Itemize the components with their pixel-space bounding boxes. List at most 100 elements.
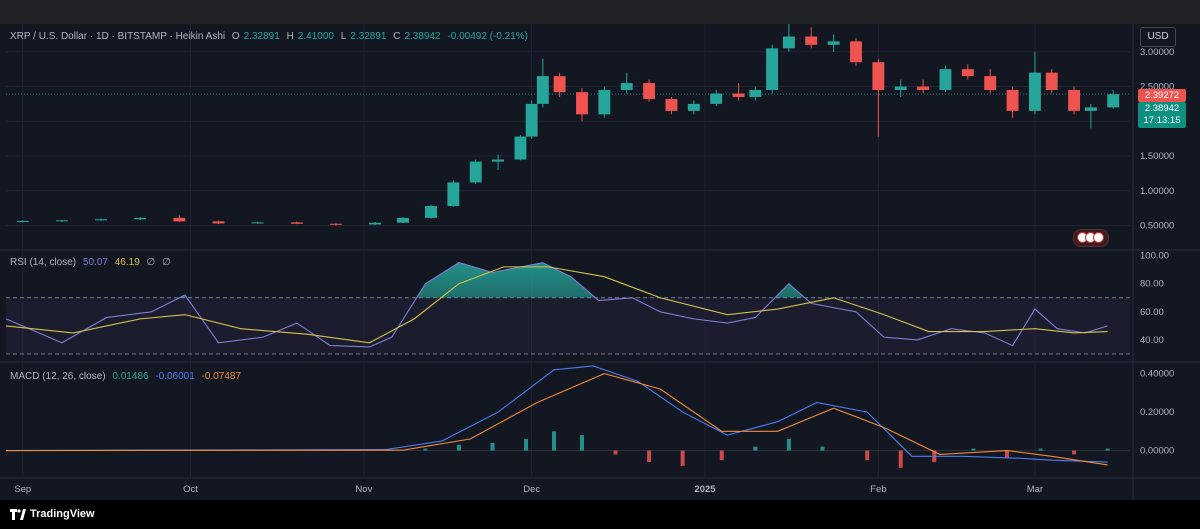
- price-tag-current: 2.38942 17:13:15: [1138, 102, 1186, 128]
- macd-histogram-bar: [1038, 448, 1043, 451]
- rsi-value: 50.07: [82, 257, 108, 268]
- rsi-line: [5, 262, 1108, 348]
- candle-body: [1084, 107, 1097, 111]
- time-axis-label: Oct: [183, 484, 198, 495]
- candle-body: [397, 217, 409, 223]
- macd-histogram-bar: [898, 450, 903, 468]
- time-axis-label: Nov: [355, 484, 372, 495]
- rsi-overbought-fill: [179, 262, 805, 298]
- macd-histogram-bar: [1105, 448, 1110, 451]
- macd-value: -0.06001: [155, 371, 195, 382]
- countdown-value: 17:13:15: [1143, 115, 1181, 126]
- us-flag-events-badge[interactable]: [1073, 229, 1109, 247]
- candle-body: [1028, 72, 1041, 111]
- candle-body: [872, 62, 885, 91]
- candle-body: [425, 206, 437, 218]
- macd-histogram-bar: [719, 450, 724, 461]
- candle-body: [850, 41, 862, 63]
- candle-body: [665, 99, 678, 111]
- macd-histogram-value: 0.01486: [112, 371, 149, 382]
- candle-body: [1068, 90, 1081, 111]
- candle-body: [576, 92, 588, 115]
- top-bar: [0, 0, 1200, 24]
- candle-body: [894, 86, 907, 91]
- candle-body: [95, 219, 108, 221]
- macd-histogram-bar: [647, 450, 652, 463]
- footer: TradingView: [0, 500, 1200, 529]
- macd-legend: MACD (12, 26, close) 0.01486 -0.06001 -0…: [10, 371, 245, 382]
- macd-histogram-bar: [1004, 450, 1009, 459]
- macd-axis-tick-label: 0.40000: [1140, 369, 1174, 380]
- macd-histogram-bar: [490, 442, 495, 451]
- rsi-axis-tick-label: 100.00: [1140, 251, 1169, 262]
- low-value: 2.32891: [350, 31, 387, 42]
- macd-label[interactable]: MACD (12, 26, close): [10, 371, 106, 382]
- candle-body: [251, 222, 264, 224]
- candle-body: [917, 86, 930, 91]
- rsi-empty-set-icon-2: ∅: [162, 257, 171, 268]
- rsi-band-fill: [6, 297, 1130, 354]
- time-axis-label: Feb: [870, 484, 886, 495]
- symbol-title[interactable]: XRP / U.S. Dollar · 1D · BITSTAMP · Heik…: [10, 31, 226, 42]
- rsi-label[interactable]: RSI (14, close): [10, 257, 77, 268]
- macd-histogram-bar: [456, 444, 461, 451]
- candle-body: [1107, 94, 1120, 108]
- candle-body: [536, 76, 549, 104]
- candle-body: [514, 136, 527, 160]
- candle-body: [598, 90, 611, 115]
- candle-body: [1006, 90, 1019, 111]
- macd-histogram-bar: [971, 448, 976, 451]
- price-axis-tick-label: 2.50000: [1140, 82, 1174, 93]
- candle-body: [984, 76, 997, 91]
- candle-body: [55, 220, 68, 222]
- macd-signal-line: [5, 373, 1108, 466]
- candle-body: [687, 103, 700, 111]
- currency-button[interactable]: USD: [1140, 27, 1176, 47]
- price-tag-red: 2.39272: [1138, 89, 1186, 102]
- flag-icon: [1093, 232, 1104, 243]
- candle-body: [290, 222, 303, 224]
- candle-body: [805, 36, 818, 45]
- macd-histogram-bar: [1072, 450, 1077, 455]
- time-axis-label: Mar: [1027, 484, 1043, 495]
- tradingview-logo-icon: [10, 509, 26, 520]
- macd-axis-tick-label: 0.20000: [1140, 407, 1174, 418]
- current-price-value: 2.38942: [1144, 103, 1180, 114]
- candle-body: [782, 36, 795, 49]
- candle-body: [1045, 72, 1058, 91]
- candle-body: [732, 93, 745, 97]
- macd-histogram-bar: [753, 446, 758, 451]
- candle-body: [961, 69, 974, 77]
- time-axis-label: 2025: [694, 484, 716, 495]
- price-axis-tick-label: 3.00000: [1140, 47, 1174, 58]
- symbol-legend: XRP / U.S. Dollar · 1D · BITSTAMP · Heik…: [10, 31, 529, 42]
- candle-body: [710, 93, 723, 104]
- chart-area[interactable]: 3.000002.500002.000001.500001.000000.500…: [0, 24, 1200, 500]
- candle-body: [447, 182, 460, 207]
- candle-body: [939, 69, 952, 91]
- candle-body: [469, 161, 482, 183]
- macd-histogram-bar: [786, 439, 791, 451]
- candle-body: [620, 83, 633, 91]
- macd-signal-value: -0.07487: [201, 371, 242, 382]
- candle-body: [766, 48, 779, 91]
- rsi-legend: RSI (14, close) 50.07 46.19 ∅ ∅: [10, 257, 175, 268]
- rsi-axis-tick-label: 80.00: [1140, 279, 1164, 290]
- macd-histogram-bar: [613, 450, 618, 455]
- macd-histogram-bar: [820, 446, 825, 451]
- price-axis-tick-label: 0.50000: [1140, 221, 1174, 232]
- price-axis-tick-label: 1.50000: [1140, 151, 1174, 162]
- candle-body: [525, 103, 538, 137]
- candle-body: [827, 41, 840, 45]
- rsi-ma-value: 46.19: [114, 257, 140, 268]
- candle-body: [643, 83, 656, 100]
- chart-canvas[interactable]: 3.000002.500002.000001.500001.000000.500…: [0, 24, 1200, 500]
- time-axis-label: Dec: [523, 484, 540, 495]
- macd-histogram-bar: [524, 439, 529, 451]
- macd-histogram-bar: [680, 450, 685, 466]
- candle-body: [173, 217, 186, 222]
- price-axis-tick-label: 1.00000: [1140, 186, 1174, 197]
- rsi-axis-tick-label: 60.00: [1140, 307, 1164, 318]
- change-value: -0.00492 (-0.21%): [447, 31, 529, 42]
